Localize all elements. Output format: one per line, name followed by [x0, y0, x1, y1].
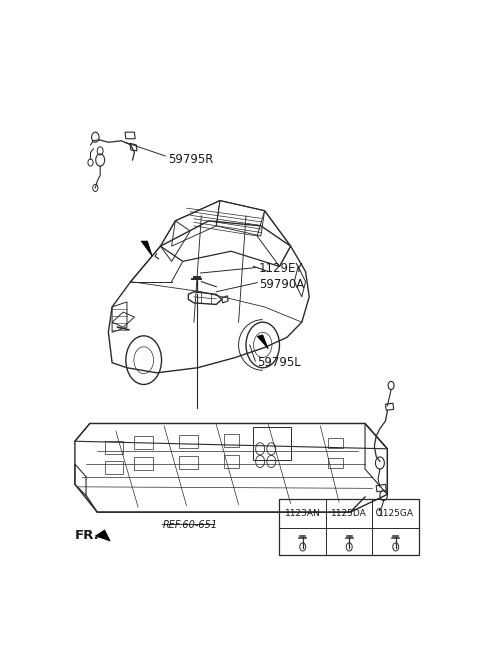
Text: 1125DA: 1125DA	[331, 509, 367, 519]
Text: 59795R: 59795R	[168, 153, 213, 166]
Bar	[134, 436, 153, 449]
Bar	[328, 458, 343, 468]
Bar	[224, 434, 239, 447]
Text: 1123AN: 1123AN	[285, 509, 321, 519]
Text: 1129EY: 1129EY	[259, 263, 303, 276]
Polygon shape	[96, 530, 110, 541]
Text: 1125GA: 1125GA	[378, 509, 414, 519]
Bar	[328, 438, 343, 448]
Bar	[279, 499, 419, 555]
Text: FR.: FR.	[75, 530, 100, 542]
Polygon shape	[141, 241, 152, 256]
Bar	[179, 457, 198, 469]
Polygon shape	[257, 335, 268, 349]
Bar	[224, 455, 239, 468]
Bar	[179, 435, 198, 448]
Bar	[253, 427, 290, 460]
Bar	[105, 461, 123, 474]
Text: 59790A: 59790A	[259, 278, 304, 291]
Bar	[105, 442, 123, 454]
Text: 59795L: 59795L	[257, 356, 301, 369]
Text: REF.60-651: REF.60-651	[162, 520, 217, 530]
Bar	[134, 457, 153, 470]
